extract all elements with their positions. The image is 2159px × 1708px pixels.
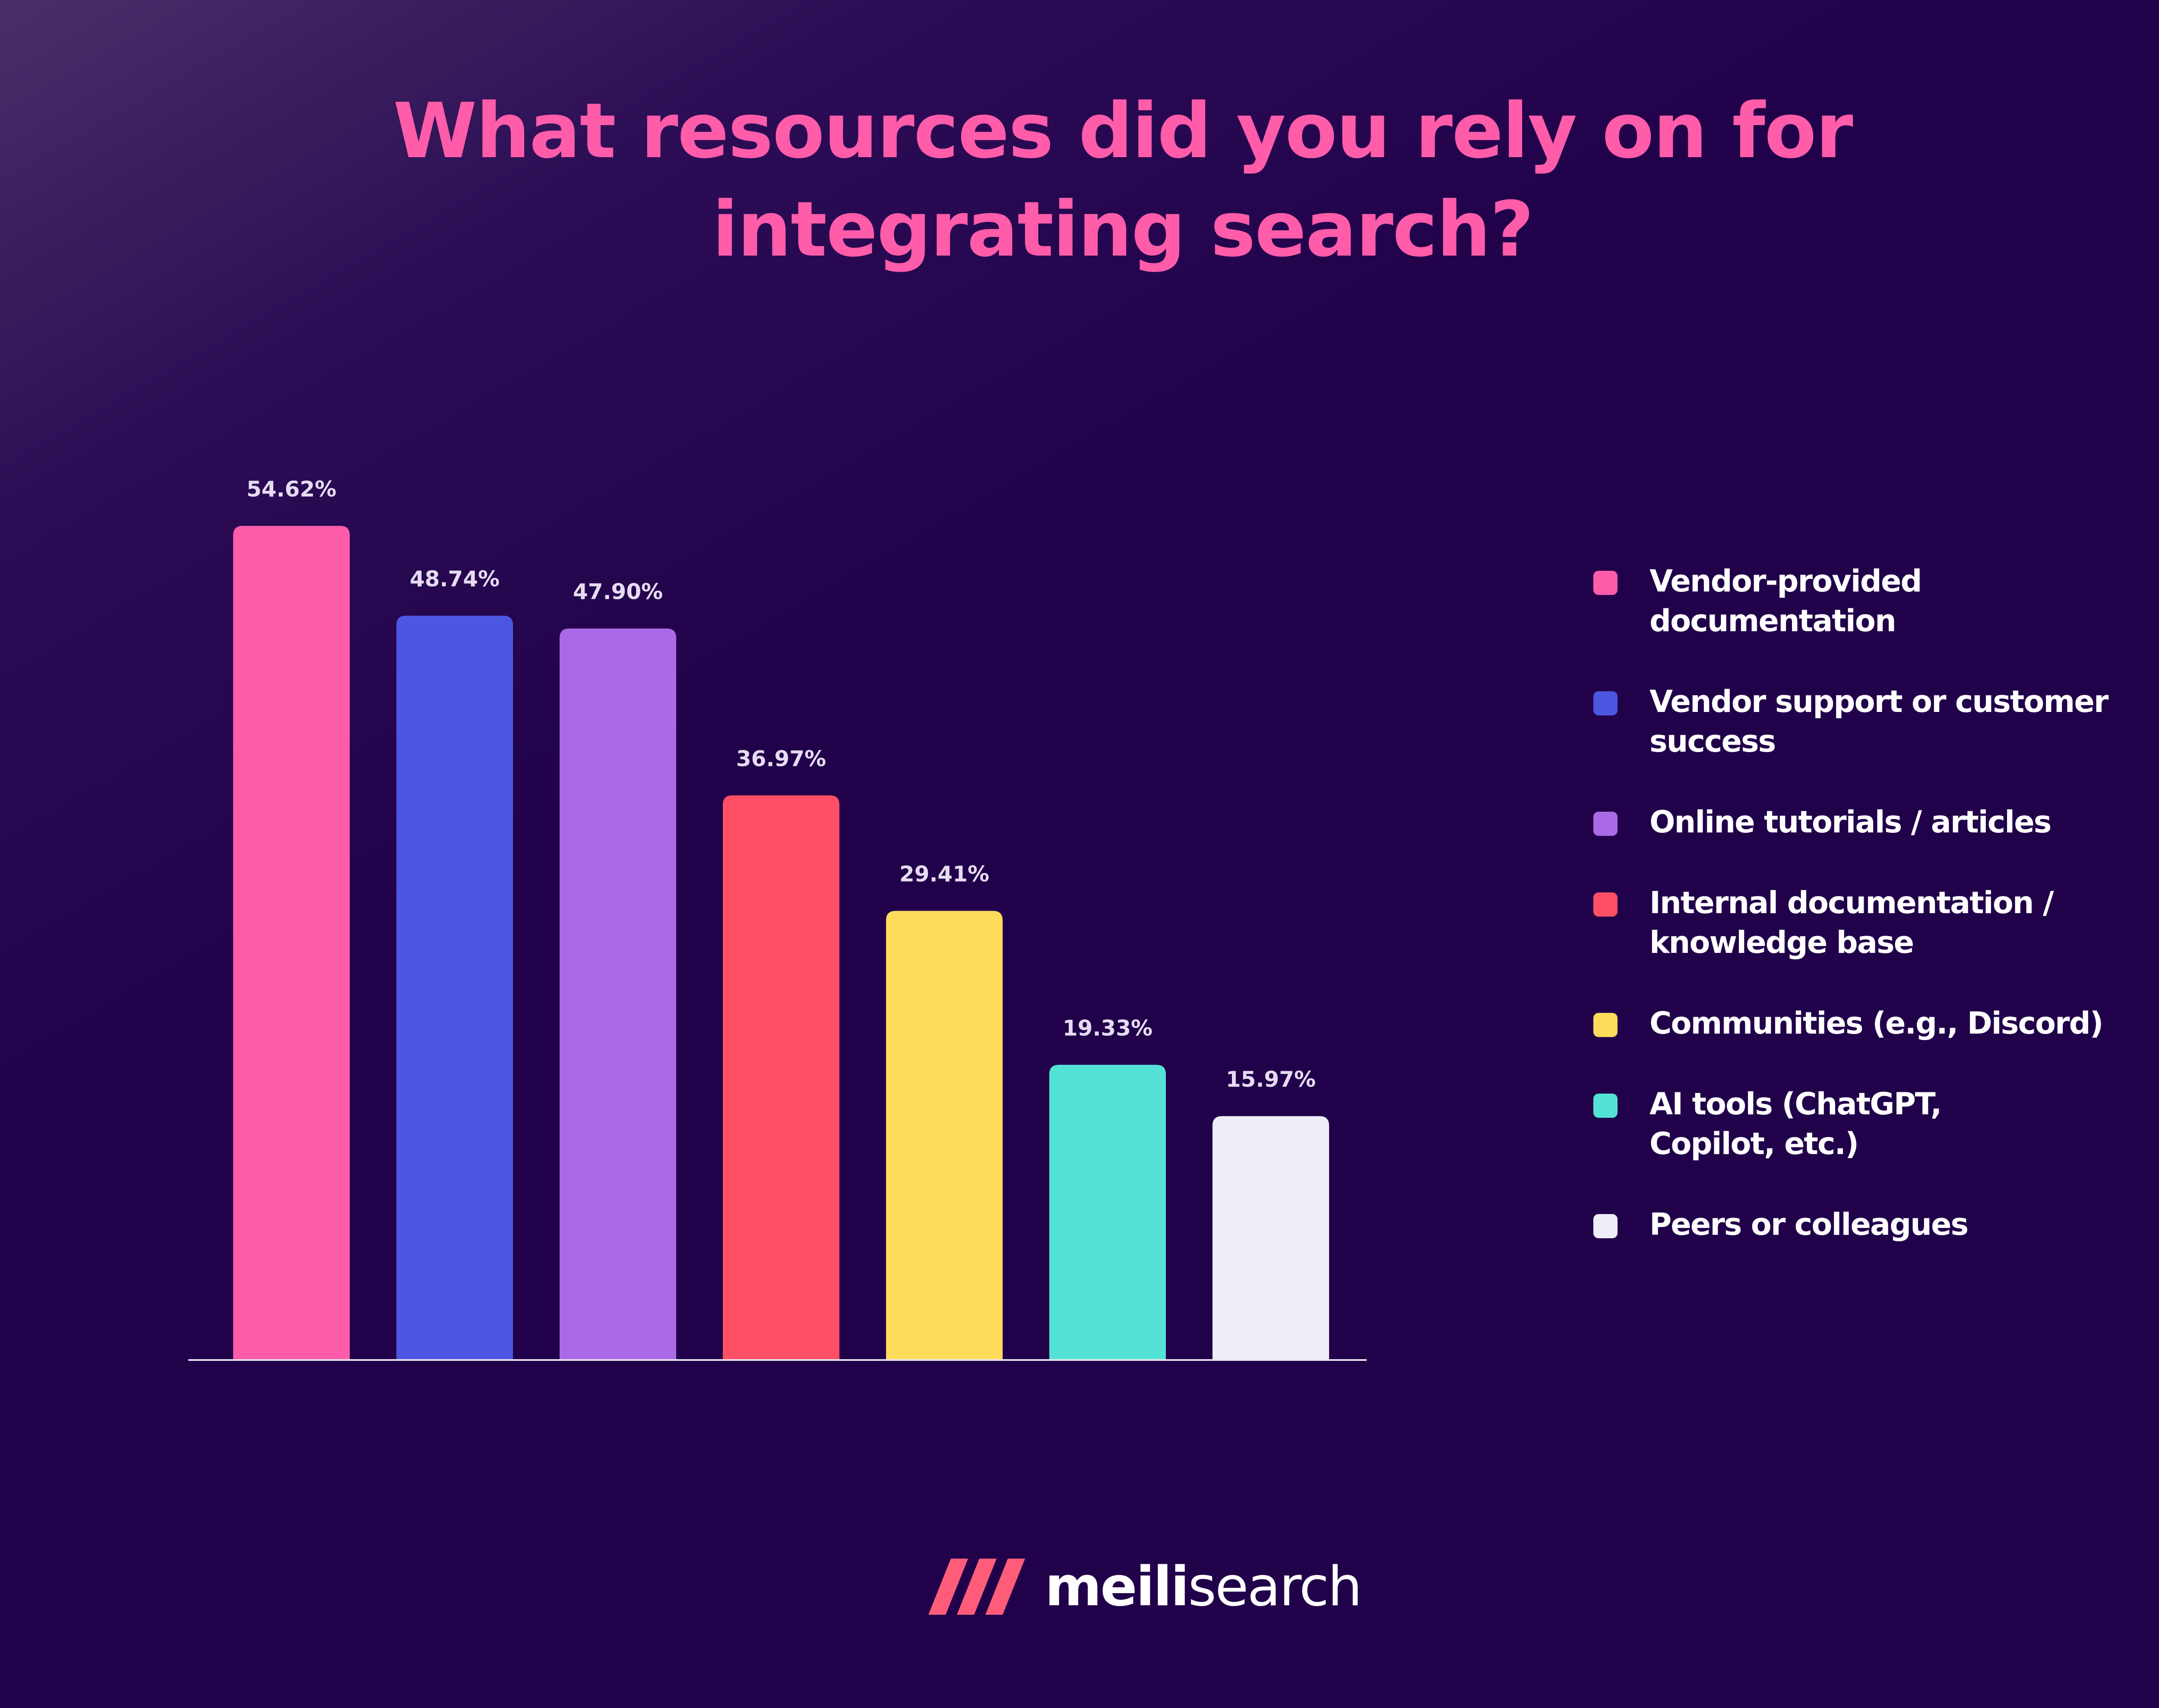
legend-item: Internal documentation / knowledge base [1593,883,2155,962]
brand-wordmark-bold: meili [1045,1555,1189,1618]
brand-wordmark-regular: search [1188,1555,1362,1618]
chart-title: What resources did you rely on for integ… [259,82,1986,279]
legend-label-line-1: Online tutorials / articles [1649,804,2051,840]
legend-label-line-1: Internal documentation / [1649,885,2054,920]
legend-label-line-1: AI tools (ChatGPT, [1649,1086,1942,1122]
legend-item: Vendor support or customer success [1593,682,2155,761]
legend-label-line-2: success [1649,724,1776,759]
meilisearch-logo-icon [928,1559,1025,1615]
legend-swatch [1593,571,1618,595]
bar-value-label: 29.41% [899,862,989,887]
legend-swatch [1593,1214,1618,1238]
bar [1049,1065,1166,1360]
legend-label-line-2: Copilot, etc.) [1649,1126,1859,1161]
bar [233,526,350,1360]
legend-swatch [1593,1094,1618,1118]
chart-title-line-2: integrating search? [712,185,1534,274]
legend-label-line-1: Communities (e.g., Discord) [1649,1006,2104,1041]
legend-swatch [1593,892,1618,917]
bar [560,628,676,1360]
legend-swatch [1593,691,1618,715]
legend-item: Vendor-provided documentation [1593,561,2155,641]
legend-item: Peers or colleagues [1593,1205,2155,1244]
legend-label-line-1: Vendor support or customer [1649,684,2108,719]
legend-item: Communities (e.g., Discord) [1593,1003,2155,1043]
bar [396,615,513,1360]
brand-footer: meilisearch [928,1554,1362,1619]
legend-label-line-2: knowledge base [1649,925,1914,960]
legend-item: AI tools (ChatGPT, Copilot, etc.) [1593,1084,2155,1164]
brand-wordmark: meilisearch [1045,1554,1362,1619]
legend-swatch [1593,812,1618,836]
bar-value-label: 47.90% [573,579,663,604]
chart-title-line-1: What resources did you rely on for [393,87,1853,175]
bar-value-label: 15.97% [1226,1067,1316,1092]
bar-value-label: 54.62% [247,477,336,502]
bar [723,795,839,1360]
legend-label-line-1: Vendor-provided [1649,563,1922,599]
bar [886,911,1003,1360]
bar-value-label: 19.33% [1063,1015,1152,1041]
legend-label-line-2: documentation [1649,603,1896,639]
legend-item: Online tutorials / articles [1593,802,2155,842]
legend-label-line-1: Peers or colleagues [1649,1207,1969,1242]
legend: Vendor-provided documentation Vendor sup… [1593,561,2155,1285]
legend-swatch [1593,1013,1618,1037]
bar-value-label: 36.97% [736,746,826,771]
bar [1212,1116,1329,1360]
bar-value-label: 48.74% [410,566,500,591]
